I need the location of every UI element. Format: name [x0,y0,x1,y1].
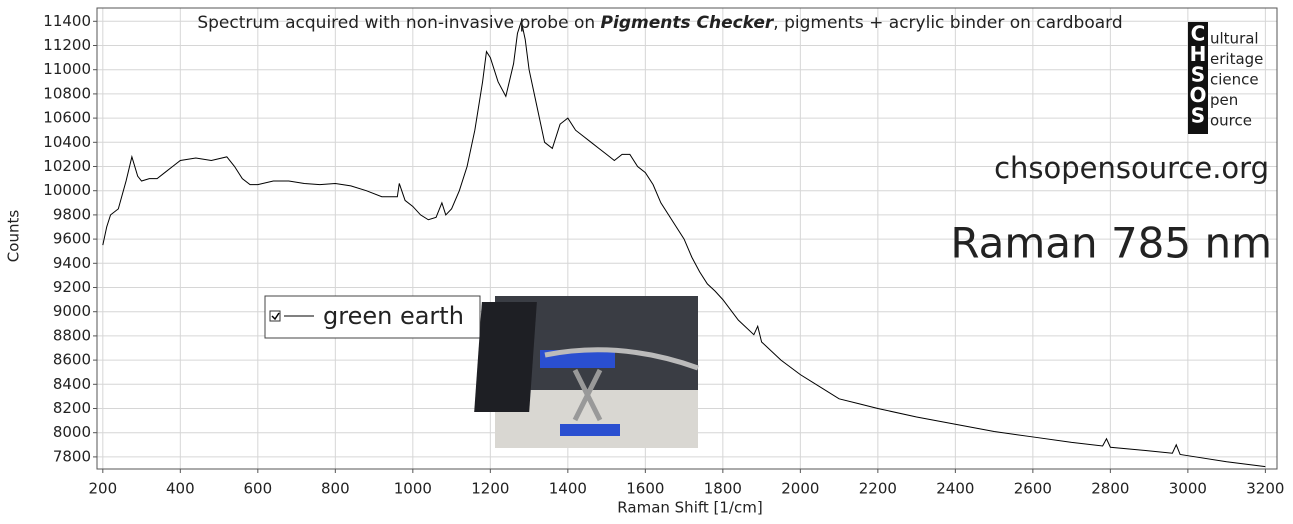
title-part: Spectrum acquired with non-invasive prob… [197,13,600,33]
title-part: Pigments Checker [601,13,775,33]
plot-frame [96,7,1278,470]
title-part: , pigments + acrylic binder on cardboard [773,13,1122,33]
y-tick-label: 10400 [43,133,91,151]
ticks: 7800 8000 8200 8400 8600 8800 9000 9200 9400 9600… [43,12,1284,498]
photo-probe [544,347,699,371]
checkmark [271,312,280,321]
logo-letter: H [1190,42,1207,66]
logo-letter: O [1189,83,1206,107]
logo-bar [1188,22,1208,134]
logo-letter: S [1191,63,1205,87]
annotation: chsopensource.org [994,151,1269,185]
grid [97,8,1277,469]
legend-label: green earth [323,302,464,330]
legend-checkbox[interactable] [269,310,281,322]
x-tick-label: 1800 [704,480,742,498]
logo-word: pen [1210,91,1238,109]
x-tick-label: 1600 [626,480,664,498]
logo-word: ultural [1210,30,1259,48]
x-tick-label: 2800 [1091,480,1129,498]
y-tick-label: 10800 [43,84,91,102]
chart-title: Spectrum acquired with non-invasive prob… [197,13,1122,33]
x-tick-label: 2600 [1014,480,1052,498]
y-tick-label: 9600 [53,230,91,248]
x-axis-label: Raman Shift [1/cm] [617,499,762,517]
y-tick-label: 11400 [43,12,91,30]
y-tick-label: 8200 [53,399,91,417]
logo-letter: S [1191,104,1205,128]
y-tick-label: 11200 [43,36,91,54]
photo-scissor [572,368,603,422]
x-tick-label: 400 [166,480,195,498]
x-tick-label: 1200 [471,480,509,498]
x-tick-label: 3000 [1169,480,1207,498]
logo-word: eritage [1210,50,1263,68]
x-tick-label: 2000 [781,480,819,498]
y-tick-label: 8600 [53,351,91,369]
y-tick-label: 8800 [53,326,91,344]
logo-word: ource [1210,112,1252,130]
logo-letter: C [1191,22,1206,46]
y-axis-label: Counts [5,210,23,263]
x-tick-label: 200 [88,480,117,498]
y-tick-label: 8400 [53,375,91,393]
logo-word: cience [1210,71,1259,89]
x-tick-label: 1000 [394,480,432,498]
x-tick-label: 2400 [936,480,974,498]
x-tick-label: 600 [244,480,273,498]
annotation: Raman 785 nm [950,219,1272,268]
y-tick-label: 10200 [43,157,91,175]
y-tick-label: 9400 [53,254,91,272]
x-tick-label: 3200 [1246,480,1284,498]
photo-base [560,424,620,436]
y-tick-label: 10000 [43,181,91,199]
series-line [102,19,1266,468]
x-tick-label: 1400 [549,480,587,498]
plot [102,19,1266,468]
y-tick-label: 7800 [53,447,91,465]
y-tick-label: 11000 [43,60,91,78]
y-tick-label: 9200 [53,278,91,296]
photo [474,296,699,448]
photo-checker [474,302,537,412]
y-tick-label: 9800 [53,205,91,223]
y-tick-label: 8000 [53,423,91,441]
x-tick-label: 800 [321,480,350,498]
y-tick-label: 9000 [53,302,91,320]
legend-box [264,295,481,339]
y-tick-label: 10600 [43,109,91,127]
x-tick-label: 2200 [859,480,897,498]
